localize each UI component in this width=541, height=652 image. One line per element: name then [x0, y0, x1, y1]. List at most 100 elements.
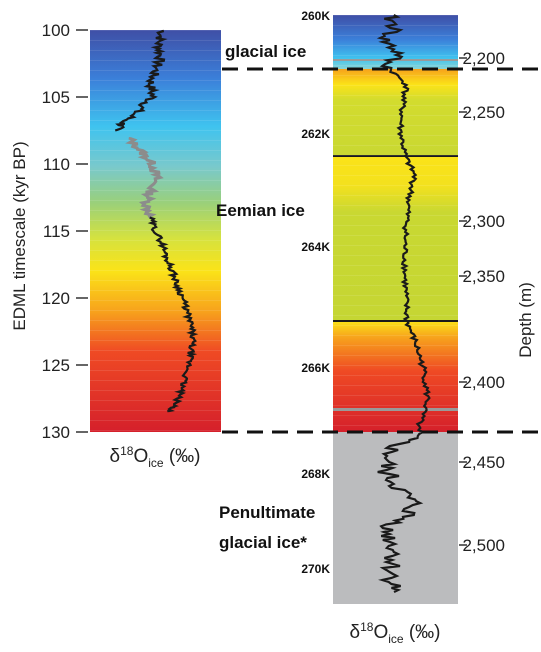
right-stripe	[333, 345, 458, 346]
left-stripe	[90, 60, 221, 61]
right-depth-tick-label: 2,500	[462, 536, 505, 555]
left-y-axis-title: EDML timescale (kyr BP)	[10, 141, 29, 330]
right-stripe	[333, 65, 458, 66]
left-stripe	[90, 140, 221, 141]
left-stripe	[90, 200, 221, 201]
label-glacial-ice: glacial ice	[225, 42, 306, 61]
left-stripe	[90, 280, 221, 281]
age-label-268k: 268K	[301, 467, 330, 481]
left-stripe	[90, 420, 221, 421]
left-stripe	[90, 220, 221, 221]
left-stripe	[90, 330, 221, 331]
right-stripe	[333, 285, 458, 286]
right-stripe	[333, 95, 458, 96]
right-stripe	[333, 85, 458, 86]
right-stripe	[333, 155, 458, 156]
right-y-axis-title-text: Depth (m)	[516, 282, 535, 358]
left-y-ticks: 100 105 110 115 120 125 130	[42, 21, 88, 442]
right-stripe	[333, 335, 458, 336]
left-stripe	[90, 320, 221, 321]
age-label-266k: 266K	[301, 361, 330, 375]
left-stripe	[90, 150, 221, 151]
right-stripe	[333, 165, 458, 166]
left-y-tick-label: 110	[43, 155, 70, 174]
right-x-axis-title: δ18Oice (‰)	[350, 620, 441, 646]
left-stripe	[90, 210, 221, 211]
right-stripe	[333, 385, 458, 386]
right-stripe	[333, 115, 458, 116]
right-stripe	[333, 75, 458, 76]
label-penultimate: Penultimate	[219, 503, 315, 522]
left-stripe	[90, 300, 221, 301]
left-y-tick-label: 125	[42, 356, 70, 375]
left-x-axis-title: δ18Oice (‰)	[110, 444, 201, 470]
left-isotope-line-bottom	[147, 216, 199, 413]
left-y-tick-label: 105	[42, 88, 70, 107]
right-stripe	[333, 395, 458, 396]
right-stripe	[333, 225, 458, 226]
right-x-label-sub: ice	[388, 632, 404, 646]
left-y-tick-label: 100	[42, 21, 70, 40]
right-stripe	[333, 265, 458, 266]
right-stripe	[333, 325, 458, 326]
right-band-gray-stripe	[333, 408, 458, 411]
right-age-labels: 260K 262K 264K 266K 268K 270K	[301, 9, 330, 576]
right-depth-tick-label: 2,450	[462, 453, 505, 472]
right-stripe	[333, 315, 458, 316]
left-y-tick-label: 130	[42, 423, 70, 442]
left-x-label-delta: δ	[110, 446, 121, 467]
right-x-label-sup: 18	[360, 620, 374, 634]
left-x-label-unit: (‰)	[164, 446, 201, 467]
right-stripe	[333, 245, 458, 246]
left-stripe	[90, 250, 221, 251]
right-stripe	[333, 105, 458, 106]
label-penultimate-glacial-ice: glacial ice*	[219, 533, 307, 552]
left-stripe	[90, 80, 221, 81]
right-stripe	[333, 365, 458, 366]
left-stripe	[90, 270, 221, 271]
left-stripe	[90, 120, 221, 121]
right-depth-tick-label: 2,400	[462, 373, 505, 392]
left-stripe	[90, 30, 221, 31]
left-stripe	[90, 430, 221, 431]
left-x-label-sub: ice	[148, 456, 164, 470]
left-stripe	[90, 100, 221, 101]
left-stripe	[90, 260, 221, 261]
right-stripe	[333, 145, 458, 146]
right-stripe	[333, 135, 458, 136]
right-band-penultimate	[333, 432, 458, 604]
right-isotope-line	[376, 14, 431, 593]
right-stripe	[333, 375, 458, 376]
left-stripe	[90, 360, 221, 361]
right-band-eemian-b	[333, 156, 458, 321]
right-stripe	[333, 195, 458, 196]
left-x-label-sup: 18	[120, 444, 134, 458]
right-stripe	[333, 125, 458, 126]
left-stripe	[90, 230, 221, 231]
right-stripe	[333, 205, 458, 206]
age-label-262k: 262K	[301, 127, 330, 141]
right-panel	[333, 15, 458, 604]
left-x-label-o: O	[133, 446, 148, 467]
left-y-tick-label: 115	[43, 222, 70, 241]
right-stripe	[333, 235, 458, 236]
left-y-tick-label: 120	[42, 289, 70, 308]
right-depth-tick-label: 2,350	[462, 267, 505, 286]
left-stripe	[90, 390, 221, 391]
right-stripe	[333, 295, 458, 296]
left-stripe	[90, 240, 221, 241]
right-y-axis-title: Depth (m)	[516, 282, 535, 358]
right-depth-tick-label: 2,200	[462, 49, 505, 68]
right-band-eemian-a	[333, 69, 458, 156]
right-stripe	[333, 425, 458, 426]
left-stripe	[90, 160, 221, 161]
age-label-270k: 270K	[301, 562, 330, 576]
right-stripe	[333, 405, 458, 406]
left-stripe	[90, 290, 221, 291]
right-stripe	[333, 175, 458, 176]
left-stripe	[90, 310, 221, 311]
right-stripe	[333, 415, 458, 416]
left-stripe	[90, 350, 221, 351]
right-x-label-unit: (‰)	[404, 622, 441, 643]
